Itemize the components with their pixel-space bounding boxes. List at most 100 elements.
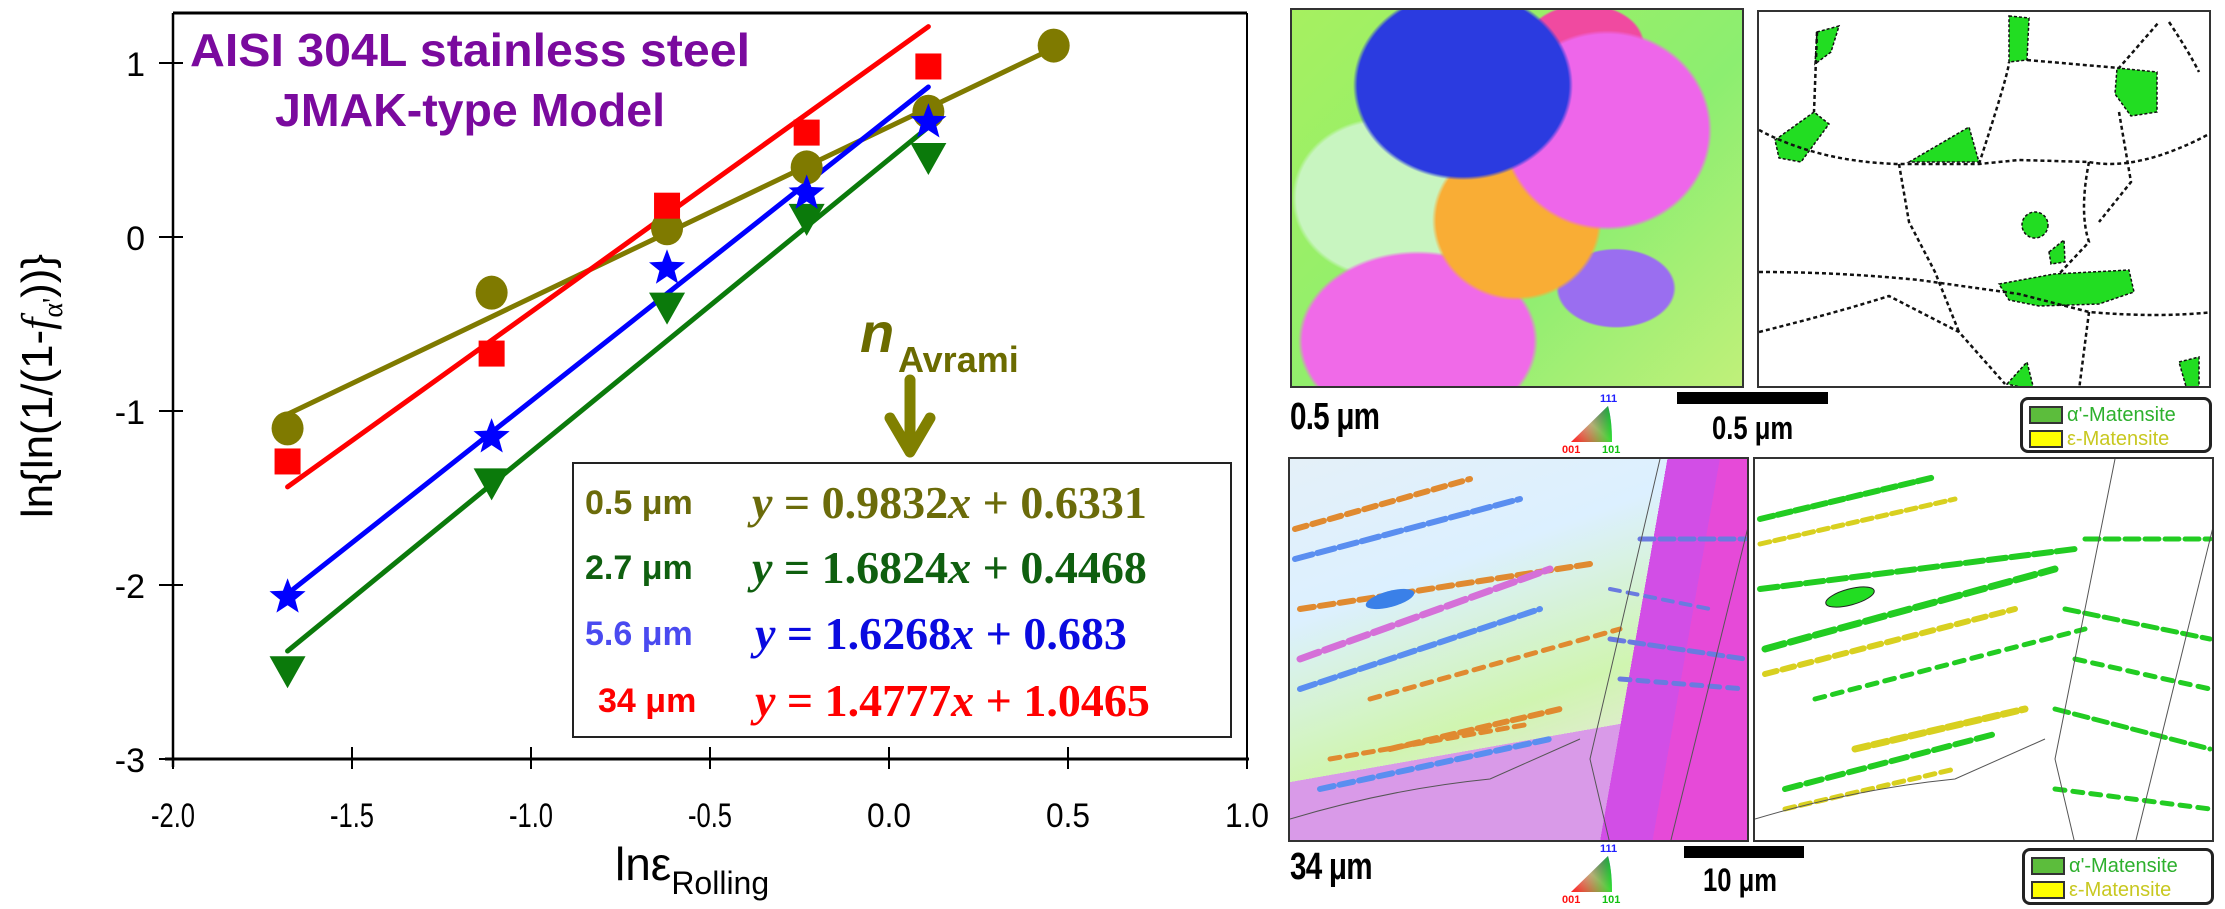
phase-map-34um <box>1753 457 2214 842</box>
equation-row: 5.6 μm y = 1.6268x + 0.683 <box>585 608 1127 659</box>
phase-legend-row: α'-Matensite <box>2029 403 2203 427</box>
plot-frame <box>173 11 1248 759</box>
svg-text:lnεRolling: lnεRolling <box>615 838 769 901</box>
data-point-34m <box>478 340 505 367</box>
y-label-post: ))} <box>13 254 62 298</box>
y-label-sub: α' <box>38 298 69 318</box>
y-tick-label: -2 <box>115 568 145 606</box>
phase-map-34um-bands <box>1755 459 2212 840</box>
data-point-27m <box>269 656 306 689</box>
ipf-map-0-5um <box>1290 8 1744 388</box>
equation-legend: 0.5 μm y = 0.9832x + 0.6331 2.7 μm y = 1.68… <box>572 462 1232 738</box>
data-point-05m <box>790 150 823 185</box>
y-tick-label: -3 <box>115 742 145 780</box>
grain-size-label: 34 μm <box>598 682 696 720</box>
phase-legend-row: ε-Matensite <box>2029 427 2203 451</box>
phase-legend-bottom: α'-Matensite ε-Matensite <box>2022 848 2214 905</box>
ipf-color-key-top: 111 001 101 <box>1562 393 1620 454</box>
equation-legend-box <box>572 462 1232 738</box>
epsilon-martensite-label: ε-Matensite <box>2069 878 2172 901</box>
phase-map-grain-boundaries <box>1759 15 2209 386</box>
equation-row: 2.7 μm y = 1.6824x + 0.4468 <box>585 542 1147 593</box>
x-label-main: lnε <box>615 838 671 890</box>
data-point-05m <box>475 275 508 310</box>
data-point-56m <box>269 578 306 613</box>
grain-size-label-bottom: 34 μm <box>1290 846 1373 888</box>
epsilon-martensite-label: ε-Matensite <box>2067 427 2170 450</box>
scale-bar-top <box>1677 392 1828 404</box>
data-point-27m <box>649 292 686 325</box>
down-arrow-icon <box>884 374 936 458</box>
y-tick-label: 0 <box>126 220 145 258</box>
data-point-05m <box>1037 28 1070 63</box>
alpha-martensite-label: α'-Matensite <box>2069 854 2178 877</box>
ipf-color-key-bottom: 111 001 101 <box>1562 843 1620 904</box>
axes: -2.0 -1.5 -1.0 -0.5 0.0 0.5 1.0 -3 -2 -1 0 1 <box>115 13 1269 835</box>
x-axis-title: lnεRolling <box>615 838 769 901</box>
data-point-05m <box>651 211 684 246</box>
data-point-56m <box>473 418 510 453</box>
x-tick-label: -1.5 <box>330 797 374 835</box>
fit-line-34m <box>285 24 931 490</box>
svg-text:ln{ln(1/(1-fα'))}: ln{ln(1/(1-fα'))} <box>13 254 69 518</box>
grain-size-label-top: 0.5 μm <box>1290 396 1380 438</box>
data-point-56m <box>788 174 825 209</box>
phase-legend-row: α'-Matensite <box>2031 854 2205 878</box>
ipf-label-111: 111 <box>1600 843 1617 855</box>
fit-equation: y = 0.9832x + 0.6331 <box>747 477 1147 528</box>
n-avrami-n: n <box>860 301 894 364</box>
grain-size-label: 0.5 μm <box>585 484 693 522</box>
jmak-chart: -2.0 -1.5 -1.0 -0.5 0.0 0.5 1.0 -3 -2 -1 0 1 AISI 3… <box>13 11 1269 901</box>
alpha-martensite-swatch <box>2029 406 2063 424</box>
data-point-34m <box>274 448 301 475</box>
fit-equation: y = 1.4777x + 1.0465 <box>750 675 1150 726</box>
x-label-sub: Rolling <box>671 865 769 901</box>
epsilon-martensite-swatch <box>2031 881 2065 899</box>
ipf-label-001: 001 <box>1562 444 1580 454</box>
data-point-05m <box>271 411 304 446</box>
y-tick-label: -1 <box>115 394 145 432</box>
x-tick-label: -0.5 <box>688 797 732 835</box>
chart-title-line-2: JMAK-type Model <box>275 84 665 136</box>
ipf-label-111: 111 <box>1600 393 1617 405</box>
phase-legend-top: α'-Matensite ε-Matensite <box>2020 397 2212 453</box>
epsilon-martensite-swatch <box>2029 430 2063 448</box>
phase-legend-row: ε-Matensite <box>2031 878 2205 902</box>
scale-bar-bottom <box>1684 846 1804 858</box>
equation-row: 34 μm y = 1.4777x + 1.0465 <box>598 675 1150 726</box>
n-avrami-annotation: n Avrami <box>860 301 1019 458</box>
x-tick-label: 0.0 <box>867 797 911 835</box>
grain-size-label: 2.7 μm <box>585 549 693 587</box>
x-tick-label: 1.0 <box>1225 797 1269 835</box>
x-tick-label: -2.0 <box>151 797 195 835</box>
x-tick-label: -1.0 <box>509 797 553 835</box>
ipf-label-101: 101 <box>1602 894 1620 904</box>
equation-row: 0.5 μm y = 0.9832x + 0.6331 <box>585 477 1147 528</box>
data-point-27m <box>788 203 825 236</box>
y-tick-label: 1 <box>126 46 145 84</box>
y-axis-title: ln{ln(1/(1-fα'))} <box>13 254 69 518</box>
alpha-martensite-swatch <box>2031 857 2065 875</box>
y-label-pre: ln{ln(1/(1- <box>13 330 62 518</box>
scale-bar-label-bottom: 10 μm <box>1703 862 1778 898</box>
ipf-map-34um <box>1288 457 1749 842</box>
grain-size-label: 5.6 μm <box>585 615 693 653</box>
data-markers <box>269 28 1070 689</box>
fit-equation: y = 1.6824x + 0.4468 <box>747 542 1147 593</box>
data-point-27m <box>910 142 947 175</box>
chart-title-line-1: AISI 304L stainless steel <box>190 24 750 76</box>
scale-bar-label-top: 0.5 μm <box>1712 410 1794 446</box>
phase-map-0-5um <box>1757 10 2211 388</box>
data-point-34m <box>654 192 681 219</box>
data-point-27m <box>473 468 510 501</box>
n-avrami-sub: Avrami <box>898 339 1019 380</box>
ipf-label-001: 001 <box>1562 894 1580 904</box>
fit-equation: y = 1.6268x + 0.683 <box>750 608 1127 659</box>
data-point-34m <box>793 119 820 146</box>
data-point-56m <box>910 103 947 138</box>
alpha-martensite-label: α'-Matensite <box>2067 403 2176 426</box>
x-tick-label: 0.5 <box>1046 797 1090 835</box>
ipf-map-34um-bands <box>1290 459 1747 840</box>
fit-line-27m <box>285 124 931 654</box>
data-point-56m <box>649 249 686 284</box>
